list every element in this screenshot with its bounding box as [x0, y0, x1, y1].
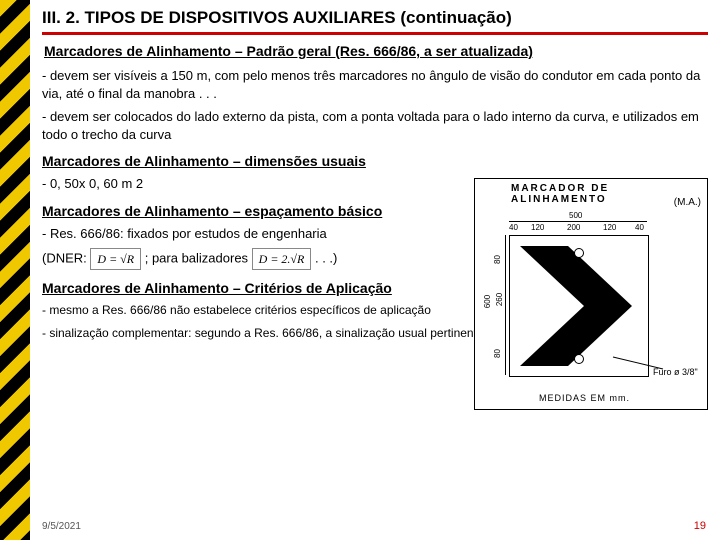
dim-500: 500	[569, 211, 582, 220]
section-dimensions: Marcadores de Alinhamento – dimensões us…	[42, 153, 472, 169]
tick-top	[509, 221, 647, 222]
dner-prefix: (DNER:	[42, 251, 87, 266]
spacing-text: - Res. 666/86: fixados por estudos de en…	[42, 225, 472, 243]
hole-top	[574, 248, 584, 258]
slide-title: III. 2. TIPOS DE DISPOSITIVOS AUXILIARES…	[42, 8, 708, 35]
formula-end: . . .)	[315, 251, 337, 266]
dim-260: 260	[495, 293, 504, 306]
dimensions-text: - 0, 50x 0, 60 m 2	[42, 175, 472, 193]
footer-page: 19	[694, 520, 706, 532]
dim-120a: 120	[531, 223, 544, 232]
formula-1: D = √R	[90, 248, 141, 270]
alignment-marker-figure: MARCADOR DE ALINHAMENTO (M.A.) 500 40 12…	[474, 178, 708, 410]
paragraph-2: - devem ser colocados do lado externo da…	[42, 108, 708, 143]
dim-40a: 40	[509, 223, 518, 232]
dim-80b: 80	[493, 349, 502, 358]
hole-bottom	[574, 354, 584, 364]
dim-120b: 120	[603, 223, 616, 232]
footer-date: 9/5/2021	[42, 521, 81, 532]
furo-label: Furo ø 3/8"	[653, 367, 698, 377]
chevron-icon	[520, 246, 638, 366]
subtitle: Marcadores de Alinhamento – Padrão geral…	[44, 43, 708, 59]
dim-80a: 80	[493, 255, 502, 264]
fig-ma: (M.A.)	[674, 197, 701, 208]
formula-mid: ; para balizadores	[145, 251, 252, 266]
dim-200: 200	[567, 223, 580, 232]
dim-600: 600	[483, 295, 492, 308]
paragraph-1: - devem ser visíveis a 150 m, com pelo m…	[42, 67, 708, 102]
section-spacing: Marcadores de Alinhamento – espaçamento …	[42, 203, 472, 219]
formula-2: D = 2.√R	[252, 248, 312, 270]
formula-line: (DNER: D = √R ; para balizadores D = 2.√…	[42, 248, 472, 270]
hazard-stripe	[0, 0, 30, 540]
tick-left	[505, 235, 506, 375]
dim-40b: 40	[635, 223, 644, 232]
medidas-label: MEDIDAS EM mm.	[539, 393, 630, 403]
